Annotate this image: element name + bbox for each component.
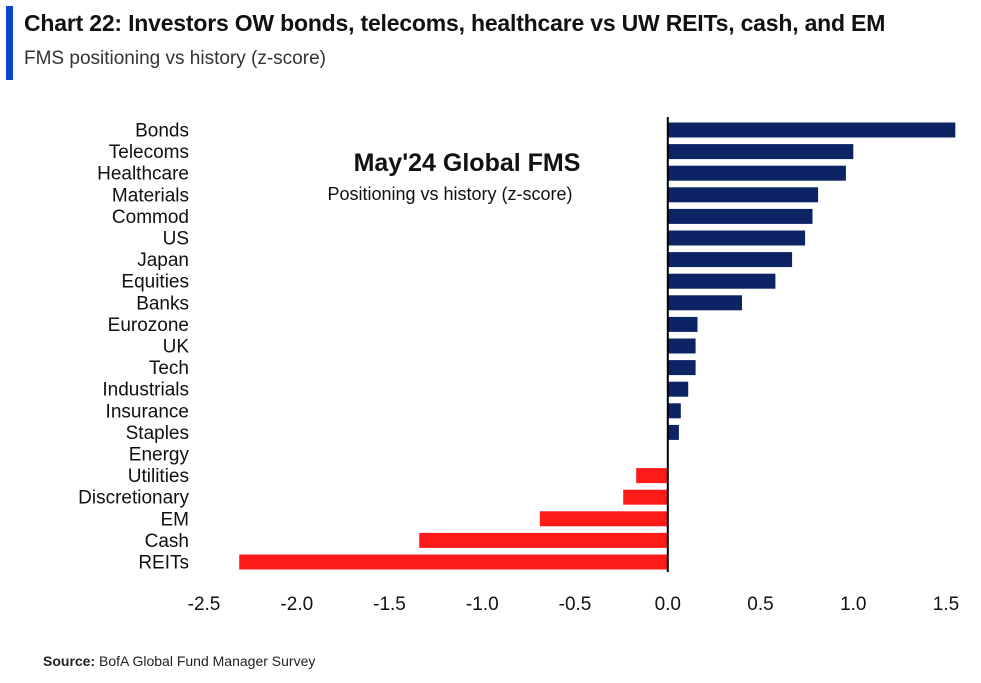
category-label-equities: Equities bbox=[121, 272, 189, 293]
category-label-materials: Materials bbox=[112, 185, 189, 206]
x-tick-label: 0.0 bbox=[655, 594, 681, 615]
x-tick-label: -0.5 bbox=[559, 594, 592, 615]
category-label-uk: UK bbox=[163, 337, 190, 358]
bars-layer bbox=[239, 117, 956, 572]
category-label-discretionary: Discretionary bbox=[78, 488, 189, 509]
bar-em bbox=[539, 511, 668, 527]
bar-staples bbox=[667, 424, 679, 440]
x-tick-label: 1.0 bbox=[840, 594, 866, 615]
bar-insurance bbox=[667, 403, 681, 419]
annotation-heading: May'24 Global FMS bbox=[354, 149, 581, 177]
bar-us bbox=[667, 230, 806, 246]
chart-subtitle: FMS positioning vs history (z-score) bbox=[24, 48, 326, 69]
bar-industrials bbox=[667, 381, 689, 397]
category-labels: BondsTelecomsHealthcareMaterialsCommodUS… bbox=[78, 121, 189, 574]
x-tick-label: -1.0 bbox=[466, 594, 499, 615]
bar-healthcare bbox=[667, 165, 846, 181]
category-label-cash: Cash bbox=[145, 531, 189, 552]
bar-eurozone bbox=[667, 316, 698, 332]
category-label-healthcare: Healthcare bbox=[97, 164, 189, 185]
category-label-japan: Japan bbox=[137, 250, 189, 271]
source-text: BofA Global Fund Manager Survey bbox=[99, 653, 316, 669]
bar-bonds bbox=[667, 122, 956, 138]
bar-uk bbox=[667, 338, 696, 354]
category-label-eurozone: Eurozone bbox=[108, 315, 189, 336]
bar-cash bbox=[419, 532, 668, 548]
x-tick-label: 1.5 bbox=[933, 594, 959, 615]
source-label: Source: bbox=[43, 653, 96, 669]
category-label-telecoms: Telecoms bbox=[109, 142, 189, 163]
category-label-us: US bbox=[163, 229, 189, 250]
bar-telecoms bbox=[667, 144, 854, 160]
bar-reits bbox=[239, 554, 668, 570]
bar-tech bbox=[667, 360, 696, 376]
category-label-industrials: Industrials bbox=[102, 380, 189, 401]
category-label-em: EM bbox=[161, 509, 190, 530]
category-label-utilities: Utilities bbox=[128, 466, 189, 487]
category-label-staples: Staples bbox=[126, 423, 189, 444]
x-tick-label: -2.5 bbox=[188, 594, 221, 615]
category-label-insurance: Insurance bbox=[106, 401, 189, 422]
x-tick-label: 0.5 bbox=[747, 594, 773, 615]
x-tick-label: -1.5 bbox=[373, 594, 406, 615]
bar-discretionary bbox=[623, 489, 668, 505]
category-label-reits: REITs bbox=[138, 553, 189, 574]
source-note: Source: BofA Global Fund Manager Survey bbox=[43, 653, 315, 669]
bar-japan bbox=[667, 252, 793, 268]
x-axis-tick-labels: -2.5 -2.0 -1.5 -1.0 -0.5 0.0 0.5 1.0 1.5 bbox=[188, 594, 960, 615]
category-label-banks: Banks bbox=[136, 293, 189, 314]
bar-banks bbox=[667, 295, 742, 311]
bar-utilities bbox=[636, 468, 668, 484]
annotation-subheading: Positioning vs history (z-score) bbox=[327, 184, 572, 204]
bar-commod bbox=[667, 208, 813, 224]
bar-equities bbox=[667, 273, 776, 289]
category-label-bonds: Bonds bbox=[135, 121, 189, 142]
chart-title: Chart 22: Investors OW bonds, telecoms, … bbox=[24, 10, 886, 36]
category-label-tech: Tech bbox=[149, 358, 189, 379]
category-label-energy: Energy bbox=[129, 445, 190, 466]
x-tick-label: -2.0 bbox=[280, 594, 313, 615]
title-accent-bar bbox=[6, 6, 13, 80]
bar-materials bbox=[667, 187, 819, 203]
category-label-commod: Commod bbox=[112, 207, 189, 228]
